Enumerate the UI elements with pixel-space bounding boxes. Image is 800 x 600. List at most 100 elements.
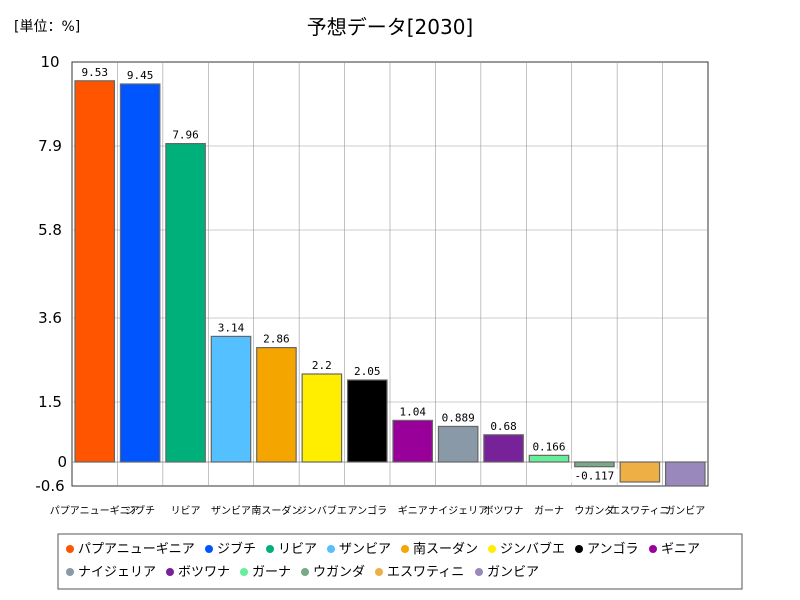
x-tick-label: パプアニューギニア: [50, 505, 140, 517]
data-label: 9.45: [127, 69, 154, 82]
x-tick-label: ガーナ: [534, 505, 564, 517]
legend-item: パプアニューギニア: [66, 542, 195, 557]
legend-item: エスワティニ: [375, 565, 464, 580]
x-tick-label: ボツワナ: [484, 505, 524, 517]
legend-label: 南スーダン: [413, 541, 478, 557]
bar: [574, 461, 615, 468]
data-label: 2.86: [263, 333, 290, 346]
legend-item: 南スーダン: [401, 541, 478, 557]
data-label-bg: [169, 127, 202, 142]
x-tick-label: ジブチ: [125, 504, 155, 517]
data-label: 3.14: [218, 321, 245, 334]
bar: [664, 461, 706, 487]
legend-marker: [240, 568, 248, 576]
y-tick-label: 5.8: [38, 221, 62, 239]
data-label: 7.96: [172, 129, 199, 142]
legend-marker: [475, 568, 483, 576]
legend-label: ボツワナ: [178, 565, 230, 580]
y-tick-label: 10: [40, 53, 59, 71]
bar: [483, 434, 524, 463]
legend-item: ギニア: [649, 542, 700, 557]
unit-label: [単位：%]: [14, 19, 80, 35]
legend-item: ザンビア: [327, 542, 391, 557]
data-label-bg: [529, 439, 569, 454]
data-label-bg: [571, 468, 618, 483]
bar: [392, 419, 434, 463]
data-label-bg: [487, 418, 520, 433]
data-label: 0.889: [442, 411, 475, 424]
legend-item: ガンビア: [475, 565, 539, 580]
legend-label: エスワティニ: [387, 565, 464, 580]
y-tick-label: 3.6: [38, 309, 62, 327]
data-label: 2.05: [354, 365, 381, 378]
data-label-bg: [124, 68, 157, 82]
x-tick-label: ガンビア: [665, 505, 705, 517]
legend-label: ナイジェリア: [78, 565, 156, 580]
legend-label: ガンビア: [487, 565, 539, 580]
x-tick-label: ナイジェリア: [428, 505, 488, 517]
legend-label: ザンビア: [339, 542, 391, 557]
y-tick-label: -0.6: [35, 477, 64, 495]
legend-item: ジンバブエ: [488, 541, 565, 557]
x-tick-label: ザンビア: [211, 505, 251, 517]
bar: [74, 80, 116, 463]
legend-label: パプアニューギニア: [78, 542, 195, 557]
legend-item: リビア: [266, 542, 317, 557]
legend-label: ジンバブエ: [500, 541, 565, 557]
legend-marker: [375, 568, 383, 576]
legend-item: ボツワナ: [166, 565, 230, 580]
y-tick-label: 7.9: [38, 137, 62, 155]
legend-marker: [488, 545, 496, 553]
bar: [210, 335, 252, 463]
x-tick-label: ギニア: [398, 505, 428, 517]
legend-marker: [205, 545, 213, 553]
bar: [165, 143, 206, 463]
data-label-bg: [438, 410, 478, 425]
data-label: 9.53: [81, 66, 108, 79]
legend: パプアニューギニア ジブチ リビア ザンビア 南スーダン ジンバブエ アンゴラ ギニアナイジェ…: [57, 533, 743, 590]
x-tick-label: ウガンダ: [574, 504, 614, 517]
bar: [301, 373, 343, 463]
x-tick-label: エスワティニ: [610, 506, 669, 517]
legend-label: ガーナ: [252, 565, 291, 580]
data-label-bg: [78, 64, 111, 79]
data-label: 1.04: [399, 405, 426, 418]
y-tick-label: 0: [57, 453, 67, 471]
data-label-bg: [309, 358, 335, 372]
x-tick-label: アンゴラ: [347, 504, 387, 517]
legend-label: ギニア: [661, 542, 700, 557]
legend-marker: [66, 568, 74, 576]
legend-label: リビア: [278, 542, 317, 557]
legend-label: ウガンダ: [313, 565, 365, 580]
data-label-bg: [351, 364, 384, 378]
legend-label: アンゴラ: [587, 541, 638, 557]
legend-item: ジブチ: [205, 541, 256, 557]
legend-marker: [401, 545, 409, 553]
x-tick-label: ジンバブエ: [297, 504, 347, 517]
legend-item: ナイジェリア: [66, 565, 156, 580]
plot-area: 10 7.9 5.8 3.6 1.5 0 -0.6 9.53 パプアニューギニア 9.45 ジブチ 7…: [35, 53, 709, 517]
bar: [119, 83, 161, 463]
data-label: 0.166: [532, 440, 565, 453]
legend-label: ジブチ: [217, 541, 256, 557]
data-label-bg: [215, 320, 247, 335]
legend-marker: [575, 545, 583, 553]
data-label: -0.117: [575, 470, 615, 483]
bar: [619, 461, 661, 483]
bar: [346, 379, 388, 463]
bar: [437, 425, 479, 463]
legend-marker: [166, 568, 174, 576]
bar: [256, 347, 297, 463]
data-label: 0.68: [490, 420, 517, 433]
x-tick-label: 南スーダン: [251, 504, 301, 517]
legend-marker: [301, 568, 309, 576]
data-label-bg: [260, 331, 293, 346]
legend-box: [57, 533, 743, 590]
y-tick-label: 1.5: [38, 393, 62, 411]
data-label-bg: [396, 404, 429, 419]
legend-item: ガーナ: [240, 565, 291, 580]
legend-marker: [649, 545, 657, 553]
legend-marker: [66, 545, 74, 553]
legend-item: ウガンダ: [301, 565, 365, 580]
